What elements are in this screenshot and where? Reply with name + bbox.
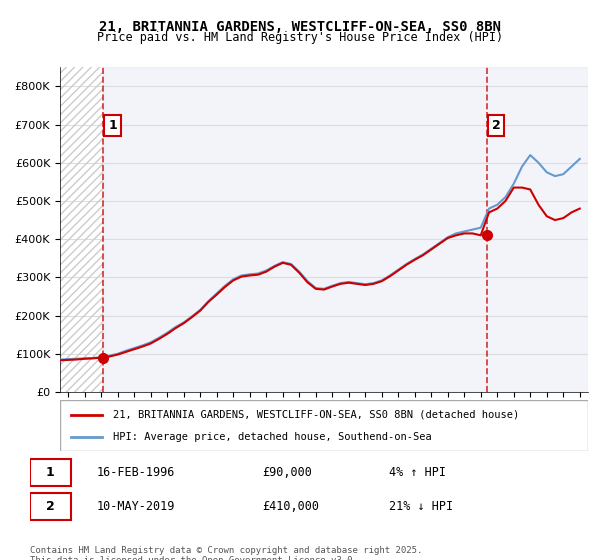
Text: 4% ↑ HPI: 4% ↑ HPI <box>389 466 446 479</box>
FancyBboxPatch shape <box>60 400 588 451</box>
Text: 21, BRITANNIA GARDENS, WESTCLIFF-ON-SEA, SS0 8BN: 21, BRITANNIA GARDENS, WESTCLIFF-ON-SEA,… <box>99 20 501 34</box>
Text: 1: 1 <box>46 466 55 479</box>
Bar <box>60 67 103 392</box>
Text: 1: 1 <box>108 119 117 132</box>
Text: Contains HM Land Registry data © Crown copyright and database right 2025.
This d: Contains HM Land Registry data © Crown c… <box>30 546 422 560</box>
Bar <box>60 67 103 392</box>
Bar <box>103 67 588 392</box>
Text: 16-FEB-1996: 16-FEB-1996 <box>96 466 175 479</box>
Text: 21, BRITANNIA GARDENS, WESTCLIFF-ON-SEA, SS0 8BN (detached house): 21, BRITANNIA GARDENS, WESTCLIFF-ON-SEA,… <box>113 409 519 419</box>
Text: 2: 2 <box>491 119 500 132</box>
Text: £90,000: £90,000 <box>262 466 312 479</box>
Text: 21% ↓ HPI: 21% ↓ HPI <box>389 500 453 513</box>
Text: 2: 2 <box>46 500 55 513</box>
FancyBboxPatch shape <box>30 493 71 520</box>
Text: Price paid vs. HM Land Registry's House Price Index (HPI): Price paid vs. HM Land Registry's House … <box>97 31 503 44</box>
Text: 10-MAY-2019: 10-MAY-2019 <box>96 500 175 513</box>
Text: HPI: Average price, detached house, Southend-on-Sea: HPI: Average price, detached house, Sout… <box>113 432 431 442</box>
FancyBboxPatch shape <box>30 459 71 486</box>
Text: £410,000: £410,000 <box>262 500 319 513</box>
